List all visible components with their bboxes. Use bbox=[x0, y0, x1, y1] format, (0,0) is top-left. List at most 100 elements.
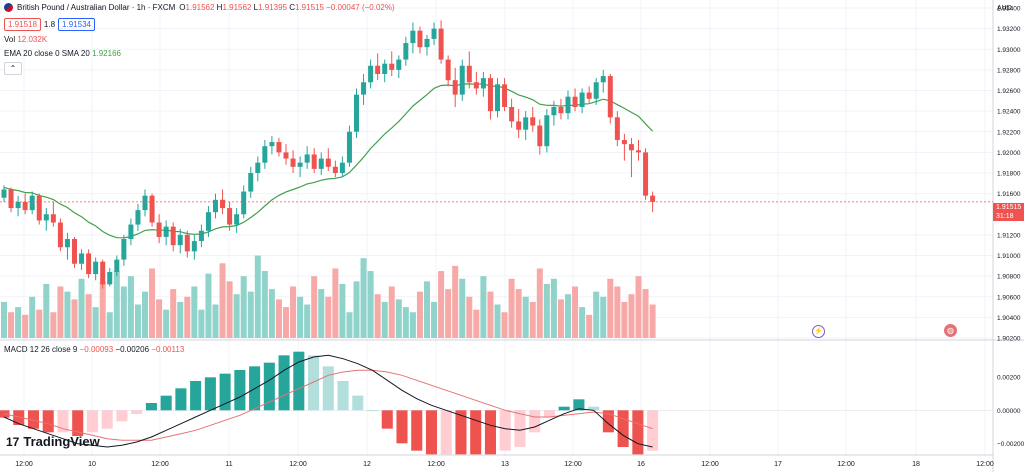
candle-body bbox=[213, 199, 218, 213]
macd-histogram-bar bbox=[86, 410, 98, 433]
volume-bar bbox=[22, 314, 29, 338]
volume-bar bbox=[99, 281, 106, 338]
volume-bar bbox=[29, 296, 36, 338]
candle-body bbox=[15, 201, 21, 209]
macd-histogram-bar bbox=[499, 410, 511, 451]
candle-body bbox=[551, 107, 557, 116]
volume-bar bbox=[254, 255, 261, 338]
volume-bar bbox=[593, 291, 600, 338]
candle-body bbox=[389, 63, 395, 70]
candle-body bbox=[544, 115, 550, 147]
macd-histogram-bar bbox=[57, 410, 69, 433]
volume-bar bbox=[522, 296, 529, 338]
symbol-title[interactable]: British Pound / Australian Dollar · 1h ·… bbox=[17, 3, 176, 12]
time-tick-label: 16 bbox=[637, 461, 645, 468]
trade-buttons: 1.91518 1.8 1.91534 bbox=[4, 18, 95, 31]
time-tick-label: 12:00 bbox=[701, 461, 719, 468]
macd-tick-label: 0.00000 bbox=[997, 408, 1021, 415]
volume-value: 12.032K bbox=[17, 35, 48, 44]
macd-legend[interactable]: MACD 12 26 close 9 −0.00093 −0.00206 −0.… bbox=[4, 345, 184, 354]
volume-bar bbox=[402, 307, 409, 338]
macd-histogram-bar bbox=[484, 410, 496, 455]
sell-button[interactable]: 1.91518 bbox=[4, 18, 41, 31]
candle-body bbox=[227, 208, 233, 225]
macd-tick-label: −0.00200 bbox=[997, 441, 1024, 448]
candle-body bbox=[50, 214, 56, 223]
candlesticks[interactable] bbox=[0, 20, 993, 289]
candle-body bbox=[431, 28, 437, 39]
ohlc-c-key: C bbox=[289, 3, 295, 12]
macd-histogram-bar bbox=[27, 410, 40, 429]
candle-body bbox=[586, 92, 592, 99]
candle-body bbox=[565, 96, 571, 114]
time-axis[interactable]: 12:00 10 12:00 11 12:00 12 12:00 13 12:00 16 12:00… bbox=[15, 461, 994, 468]
macd-histogram-bar bbox=[116, 410, 128, 422]
volume-bar bbox=[50, 312, 57, 338]
volume-bar bbox=[543, 283, 550, 338]
price-tick-label: 1.90400 bbox=[997, 315, 1021, 322]
macd-histogram-bar bbox=[647, 410, 659, 451]
candle-body bbox=[424, 38, 430, 48]
ohlc-h-key: H bbox=[216, 3, 223, 12]
volume-bar bbox=[106, 312, 113, 338]
time-tick-label: 12:00 bbox=[289, 461, 307, 468]
volume-bar bbox=[36, 309, 43, 338]
macd-line bbox=[3, 354, 653, 448]
macd-histogram-bar bbox=[602, 410, 614, 433]
volume-bar bbox=[395, 299, 402, 338]
volume-bar bbox=[325, 296, 332, 338]
candle-body bbox=[290, 158, 296, 167]
buy-button[interactable]: 1.91534 bbox=[58, 18, 95, 31]
macd-signal-value: −0.00206 bbox=[115, 345, 150, 354]
candle-body bbox=[57, 222, 63, 248]
volume-bar bbox=[579, 307, 586, 338]
volume-bar bbox=[212, 304, 219, 338]
volume-bar bbox=[198, 309, 205, 338]
macd-histogram-bar bbox=[322, 366, 334, 411]
volume-bar bbox=[565, 294, 571, 338]
macd-histogram-bar bbox=[558, 406, 570, 411]
volume-bar bbox=[233, 294, 240, 338]
candle-body bbox=[177, 234, 183, 246]
tradingview-logo[interactable]: 17 TradingView bbox=[6, 434, 100, 449]
volume-bar bbox=[15, 307, 22, 338]
volume-label: Vol bbox=[4, 35, 16, 44]
volume-bar bbox=[416, 291, 423, 338]
volume-bar bbox=[557, 299, 564, 338]
volume-legend[interactable]: Vol 12.032K bbox=[4, 35, 47, 44]
volume-bar bbox=[191, 286, 198, 338]
ohlc-o-value: 1.91562 bbox=[185, 3, 215, 12]
volume-bar bbox=[226, 281, 233, 338]
price-tick-label: 1.92200 bbox=[997, 129, 1021, 136]
volume-bar bbox=[445, 289, 452, 338]
candle-body bbox=[452, 80, 458, 95]
volume-bar bbox=[219, 263, 226, 338]
macd-histogram-bar bbox=[160, 395, 172, 411]
ohlc-l-value: 1.91395 bbox=[258, 3, 287, 12]
candle-body bbox=[530, 117, 536, 126]
volume-bar bbox=[374, 294, 381, 338]
ohlc-values: O1.91562 H1.91562 L1.91395 C1.91515 −0.0… bbox=[179, 3, 394, 12]
volume-bar bbox=[240, 276, 247, 338]
candle-body bbox=[445, 59, 451, 81]
candle-body bbox=[100, 261, 106, 285]
volume-bar bbox=[501, 312, 508, 338]
globe-icon[interactable]: ◍ bbox=[944, 324, 957, 337]
volume-bar bbox=[572, 286, 579, 338]
candle-body bbox=[607, 76, 613, 118]
volume-bar bbox=[184, 296, 191, 338]
price-tick-label: 1.93200 bbox=[997, 26, 1021, 33]
volume-bar bbox=[163, 309, 170, 338]
spread-value: 1.8 bbox=[43, 20, 56, 29]
flash-icon[interactable]: ⚡ bbox=[812, 325, 825, 338]
tradingview-mark-icon: 17 bbox=[6, 434, 20, 449]
ema-legend[interactable]: EMA 20 close 0 SMA 20 1.92166 bbox=[4, 49, 121, 58]
candle-body bbox=[614, 117, 620, 140]
macd-histogram-bar bbox=[175, 388, 187, 411]
volume-bar bbox=[424, 281, 430, 338]
volume-bar bbox=[268, 289, 275, 338]
macd-histogram-bar bbox=[101, 410, 113, 429]
chevron-up-icon[interactable]: ⌃ bbox=[4, 62, 22, 75]
